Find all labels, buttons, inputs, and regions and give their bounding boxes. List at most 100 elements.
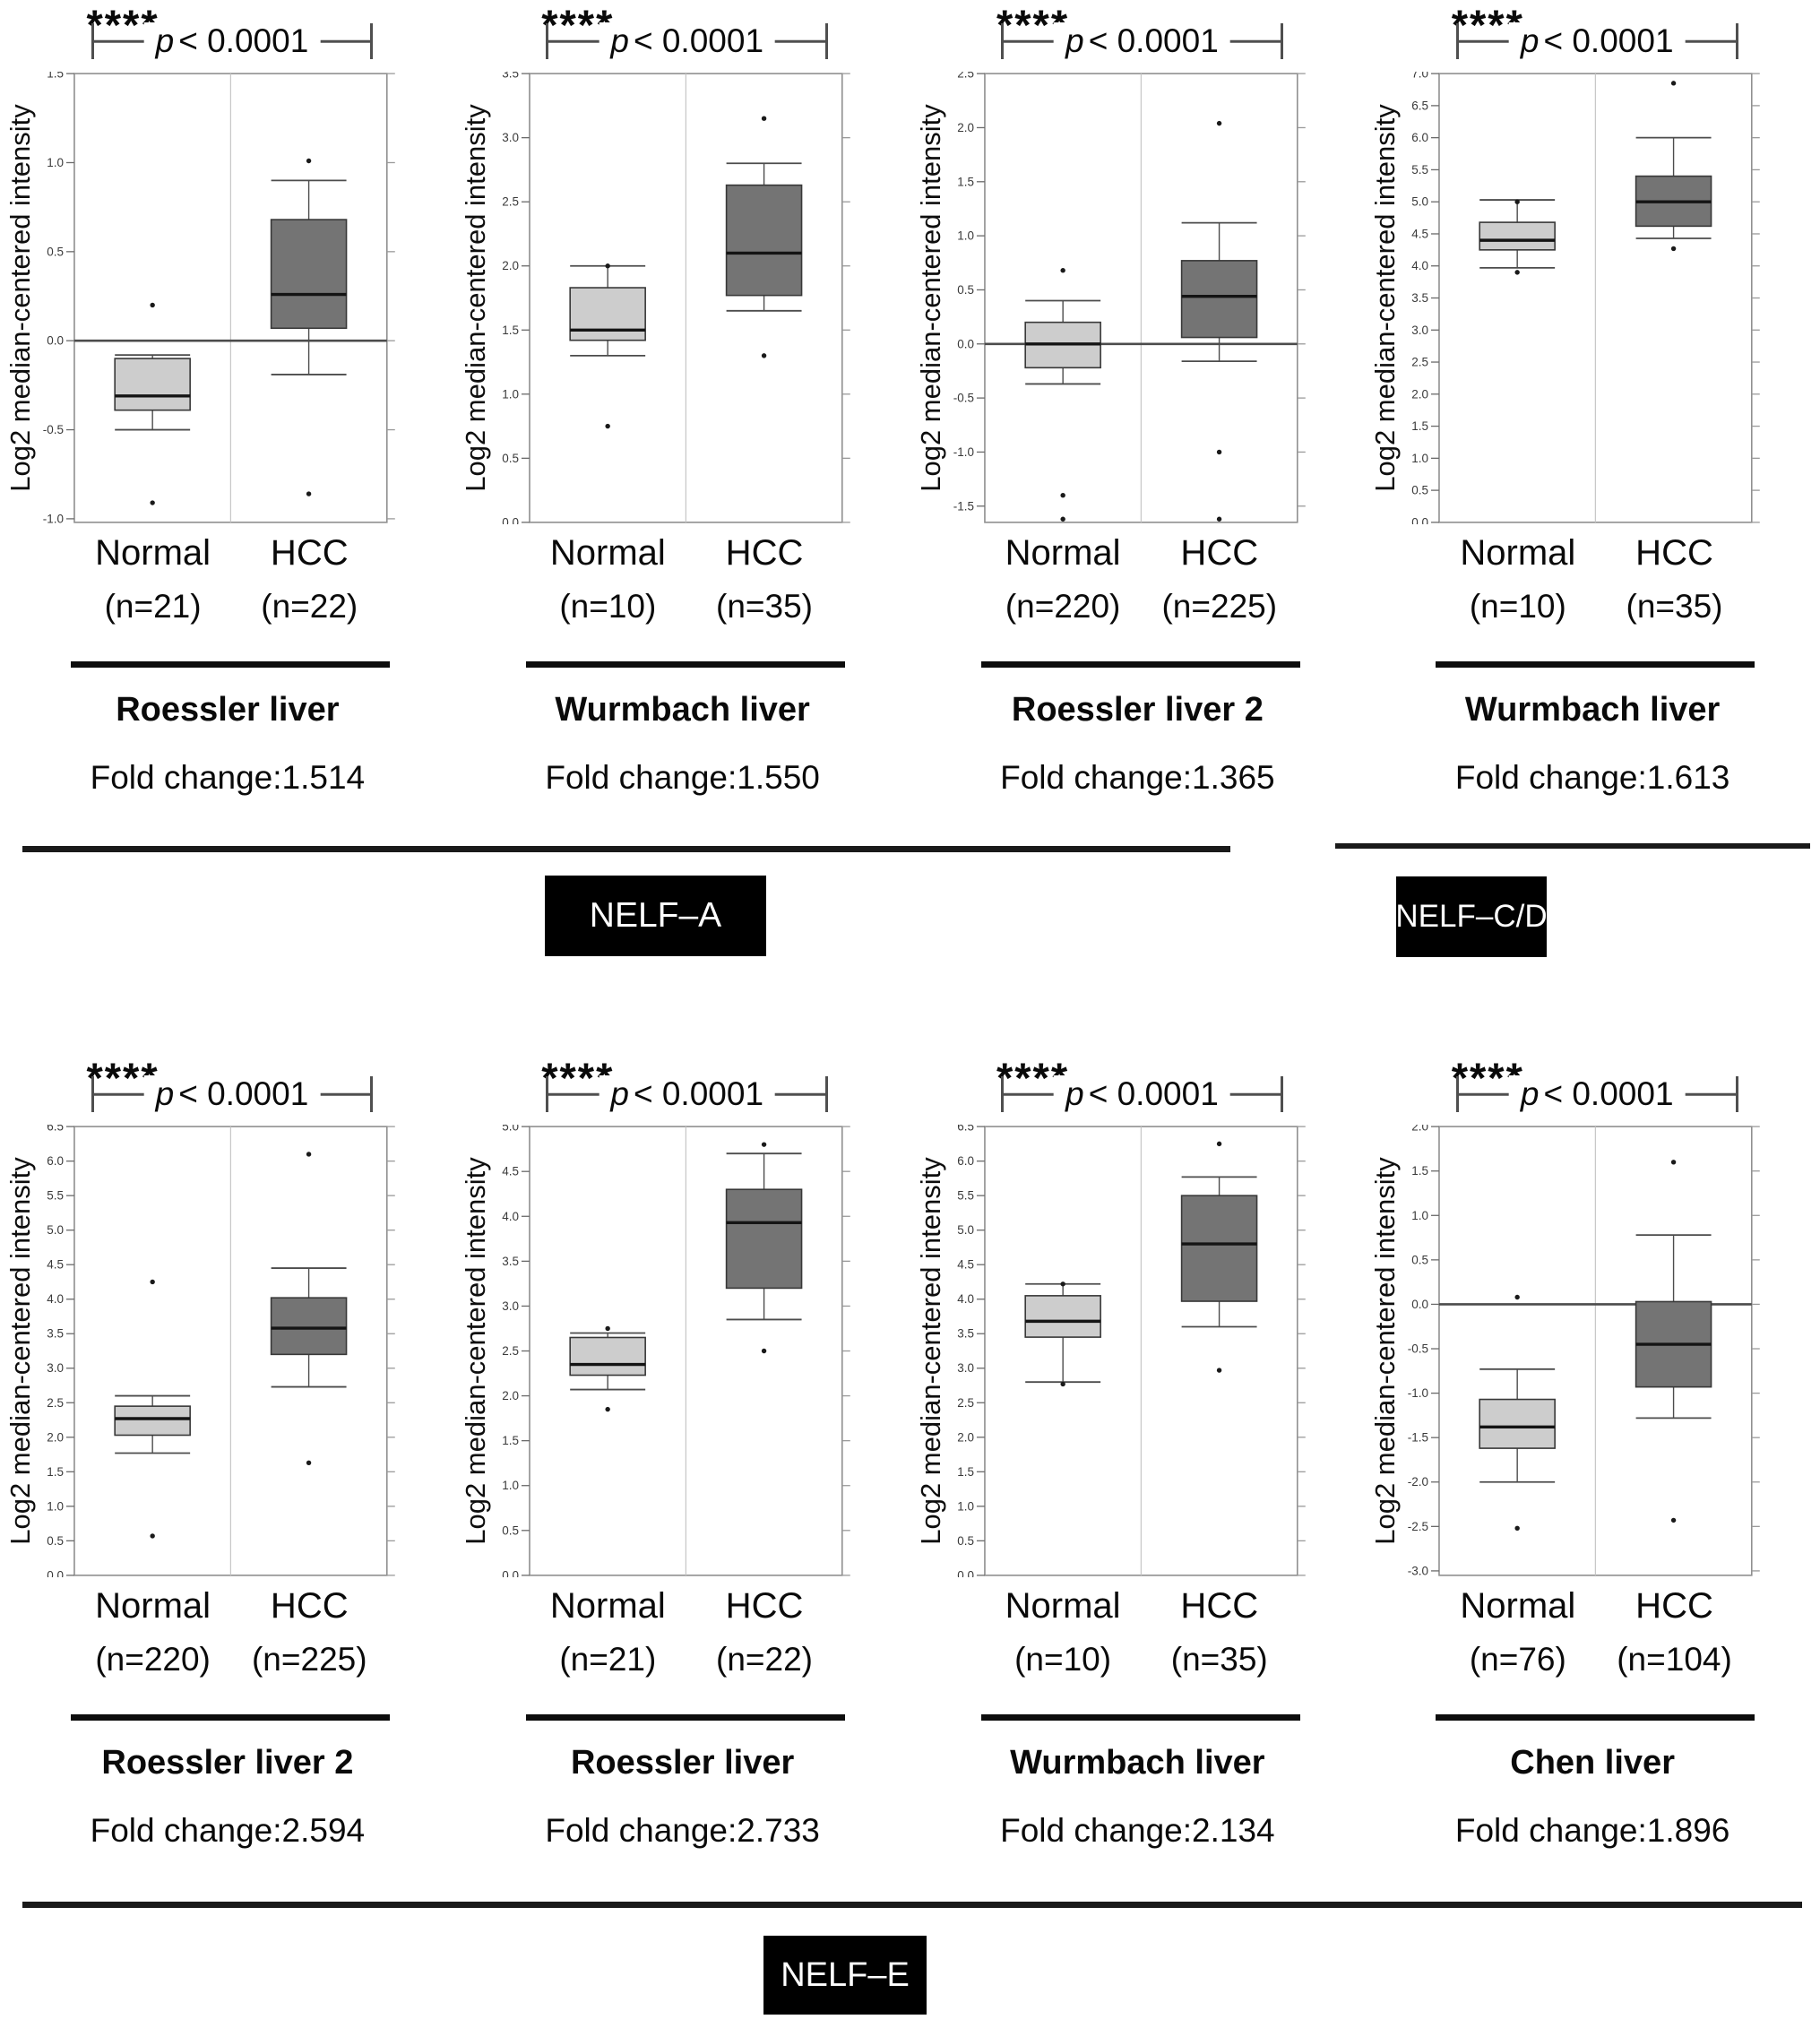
x-axis-labels: Normal HCC [0,533,455,583]
outlier-point [1059,1282,1065,1287]
outlier-point [1671,1517,1677,1523]
dataset-name: Wurmbach liver [1464,691,1721,729]
iqr-box [1479,1398,1557,1449]
y-tick-label: 6.5 [47,1125,64,1134]
fold-change-label: Fold change:2.134 [1000,1812,1275,1849]
y-tick-label: 3.5 [502,72,519,81]
y-tick-label: 2.5 [957,1396,974,1410]
y-tick-label: 2.0 [1411,387,1428,401]
dataset-name: Chen liver [1510,1744,1675,1782]
significance-row: **** p < 0.0001 [0,0,455,72]
plot-area: Log2 median-centered intensity 3.5 3.0 2.5… [455,72,910,524]
p-comparison: < 0.0001 [178,1075,309,1112]
y-tick-label: 5.5 [47,1189,64,1203]
sample-size-hcc: (n=35) [1626,588,1723,625]
sample-size-hcc: (n=35) [1170,1641,1268,1678]
y-tick-label: 3.5 [1411,291,1428,305]
pvalue-bracket: p < 0.0001 [1455,22,1738,60]
section-rule-nelf-cd [1335,843,1810,849]
y-tick-label: 2.5 [47,1396,64,1410]
normal-box-group [114,302,191,505]
y-tick-label: 5.0 [47,1223,64,1237]
y-tick-label: 7.0 [1411,72,1428,81]
bracket-right-tick [1735,23,1738,59]
y-tick-label: -1.5 [1408,1431,1428,1445]
y-tick-label: 1.0 [47,156,64,169]
y-tick-label: 2.5 [957,72,974,81]
y-tick-label: 1.5 [47,1465,64,1479]
x-axis-labels: Normal HCC [910,533,1366,583]
section-label-nelf-cd: NELF–C/D [1395,876,1548,957]
sample-size-normal: (n=21) [104,588,202,625]
p-comparison: < 0.0001 [1543,1075,1674,1112]
normal-box-group [1023,1282,1101,1387]
sample-size-hcc: (n=35) [716,588,814,625]
top-panel-row: **** p < 0.0001 Log2 median-centered inte… [0,0,1820,798]
x-axis-labels: Normal HCC [1365,1586,1820,1635]
y-tick-label: -1.0 [953,445,973,459]
y-tick-label: 3.5 [957,1327,974,1341]
y-tick-label: 1.5 [957,1465,974,1479]
dataset-name: Roessler liver 2 [1011,691,1264,729]
y-tick-label: 0.0 [47,334,64,348]
x-axis-labels: Normal HCC [910,1586,1366,1635]
boxplot-panel: **** p < 0.0001 Log2 median-centered inte… [1365,0,1820,798]
p-symbol: p [1065,22,1084,59]
y-tick-label: 2.0 [502,259,519,272]
dataset-underline [980,1714,1300,1721]
y-tick-label: 6.0 [1411,131,1428,144]
sample-size-hcc: (n=225) [1161,588,1278,625]
sample-size-normal: (n=220) [95,1641,211,1678]
hcc-box-group [725,1142,803,1354]
boxplot-chart: 5.0 4.5 4.0 3.5 3.0 2.5 2.0 1.5 1.0 0.5 0.0 [502,1125,850,1577]
section-rule-nelf-e [22,1902,1802,1908]
dataset-underline [71,1714,390,1721]
y-tick-label: -0.5 [1408,1342,1428,1356]
y-tick-label: 0.5 [502,452,519,465]
y-tick-label: 0.5 [1411,1253,1428,1266]
bracket-right-tick [825,1076,829,1112]
y-tick-label: 0.5 [957,1534,974,1548]
y-tick-label: 5.0 [502,1125,519,1134]
pvalue-bracket: p < 0.0001 [546,22,829,60]
y-tick-label: 0.0 [957,1568,974,1577]
fold-change-label: Fold change:1.896 [1454,1812,1730,1849]
fold-change-label: Fold change:1.514 [90,759,366,796]
sample-size-row: (n=10) (n=35) [910,1641,1366,1691]
pvalue-label: p < 0.0001 [599,22,776,60]
y-tick-label: 2.0 [957,1430,974,1444]
outlier-point [761,116,767,121]
iqr-box [270,1297,348,1356]
y-tick-label: 3.0 [957,1361,974,1375]
outlier-point [306,1460,312,1466]
boxplot-panel: **** p < 0.0001 Log2 median-centered inte… [455,0,910,798]
y-tick-label: 6.5 [957,1125,974,1134]
boxplot-chart: 6.5 6.0 5.5 5.0 4.5 4.0 3.5 3.0 2.5 2.0 1.5 1.0 0.5 0… [47,1125,395,1577]
y-tick-label: -1.0 [43,512,64,524]
outlier-point [1514,1525,1521,1532]
outlier-point [1216,1368,1221,1373]
fold-change-label: Fold change:2.594 [90,1812,366,1849]
y-tick-label: 2.5 [502,195,519,209]
y-tick-label: 4.5 [1411,227,1428,240]
pvalue-label: p < 0.0001 [1508,22,1686,60]
group-label-hcc: HCC [725,533,804,573]
iqr-box [569,1336,646,1376]
p-symbol: p [155,1075,175,1112]
pvalue-bracket: p < 0.0001 [1001,22,1283,60]
dataset-underline [525,661,845,668]
boxplot-chart: 3.5 3.0 2.5 2.0 1.5 1.0 0.5 0.0 [502,72,850,524]
section-label-nelf-e: NELF–E [763,1936,927,2015]
y-tick-label: 5.0 [1411,195,1428,209]
y-tick-label: 0.5 [47,1534,64,1548]
y-tick-label: 3.0 [502,1299,519,1313]
outlier-point [1216,516,1221,522]
x-axis-labels: Normal HCC [0,1586,455,1635]
sample-size-normal: (n=220) [1005,588,1121,625]
group-label-normal: Normal [549,1586,666,1626]
hcc-box-group [1635,81,1712,252]
y-tick-label: 2.0 [47,1430,64,1444]
iqr-box [1180,260,1257,339]
group-label-hcc: HCC [1180,1586,1259,1626]
